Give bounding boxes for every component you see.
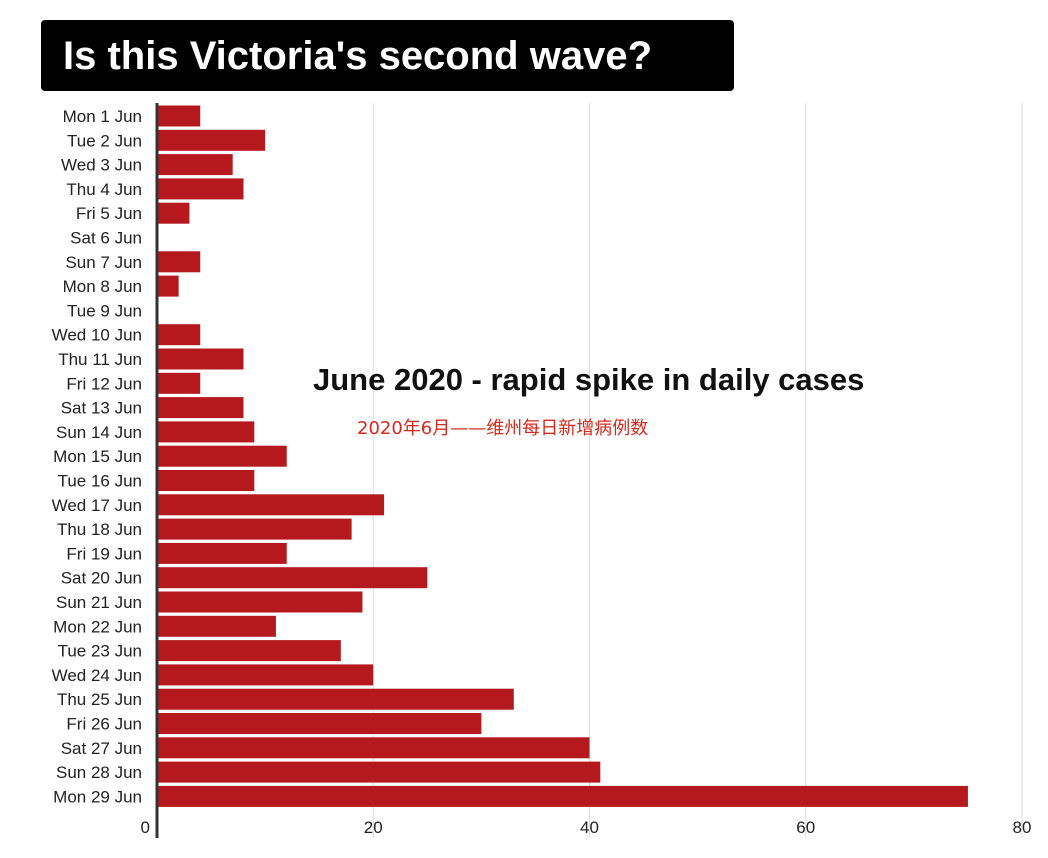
x-tick-label: 60 (796, 818, 815, 837)
bar (158, 154, 233, 176)
chart-subtitle: 2020年6月——维州每日新增病例数 (357, 418, 649, 439)
page-title: Is this Victoria's second wave? (63, 34, 653, 78)
category-label: Fri 19 Jun (66, 544, 142, 563)
bar (158, 664, 374, 686)
bar (158, 324, 201, 346)
x-tick-label: 0 (141, 818, 150, 837)
bar (158, 105, 201, 127)
chart-title: June 2020 - rapid spike in daily cases (313, 362, 865, 397)
bar (158, 397, 244, 419)
category-label: Wed 17 Jun (52, 496, 142, 515)
bar (158, 785, 968, 807)
category-label: Thu 4 Jun (66, 180, 142, 199)
category-label: Wed 24 Jun (52, 666, 142, 685)
bar (158, 372, 201, 394)
category-label: Mon 8 Jun (63, 277, 142, 296)
category-label: Tue 9 Jun (67, 301, 142, 320)
bar (158, 615, 276, 637)
category-label: Tue 23 Jun (58, 642, 142, 661)
bar (158, 470, 255, 491)
category-label: Mon 15 Jun (53, 447, 142, 466)
category-label: Sun 7 Jun (65, 253, 142, 272)
bar (158, 713, 482, 734)
bar (158, 591, 363, 613)
bar (158, 761, 601, 783)
category-label: Thu 18 Jun (57, 520, 142, 539)
x-tick-label: 40 (580, 818, 599, 837)
category-label: Fri 26 Jun (66, 715, 142, 734)
bar (158, 445, 287, 467)
category-label: Sun 28 Jun (56, 763, 142, 782)
category-label: Fri 12 Jun (66, 374, 142, 393)
category-label: Fri 5 Jun (76, 204, 142, 223)
bar (158, 348, 244, 370)
bar (158, 178, 244, 200)
category-label: Tue 16 Jun (58, 472, 142, 491)
category-label: Thu 11 Jun (58, 350, 142, 369)
category-label: Tue 2 Jun (67, 131, 142, 150)
category-label: Mon 22 Jun (53, 617, 142, 636)
title-banner: Is this Victoria's second wave? (41, 20, 734, 91)
category-label: Mon 29 Jun (53, 787, 142, 806)
bar (158, 421, 255, 443)
bar (158, 688, 514, 710)
bar (158, 129, 266, 151)
category-label: Sat 20 Jun (61, 569, 142, 588)
bar (158, 202, 190, 224)
x-tick-label: 80 (1013, 818, 1032, 837)
bar (158, 542, 287, 564)
category-label: Sat 13 Jun (61, 399, 142, 418)
category-label: Sat 6 Jun (70, 229, 142, 248)
bar (158, 737, 590, 759)
bar (158, 251, 201, 273)
bar (158, 640, 341, 662)
category-label: Mon 1 Jun (63, 107, 142, 126)
x-tick-label: 20 (364, 818, 383, 837)
category-label: Thu 25 Jun (57, 690, 142, 709)
bar (158, 518, 352, 540)
bar (158, 494, 385, 516)
bar (158, 567, 428, 589)
category-label: Sat 27 Jun (61, 739, 142, 758)
category-label: Sun 21 Jun (56, 593, 142, 612)
category-label: Wed 3 Jun (61, 156, 142, 175)
category-label: Wed 10 Jun (52, 326, 142, 345)
bar (158, 275, 179, 297)
category-label: Sun 14 Jun (56, 423, 142, 442)
